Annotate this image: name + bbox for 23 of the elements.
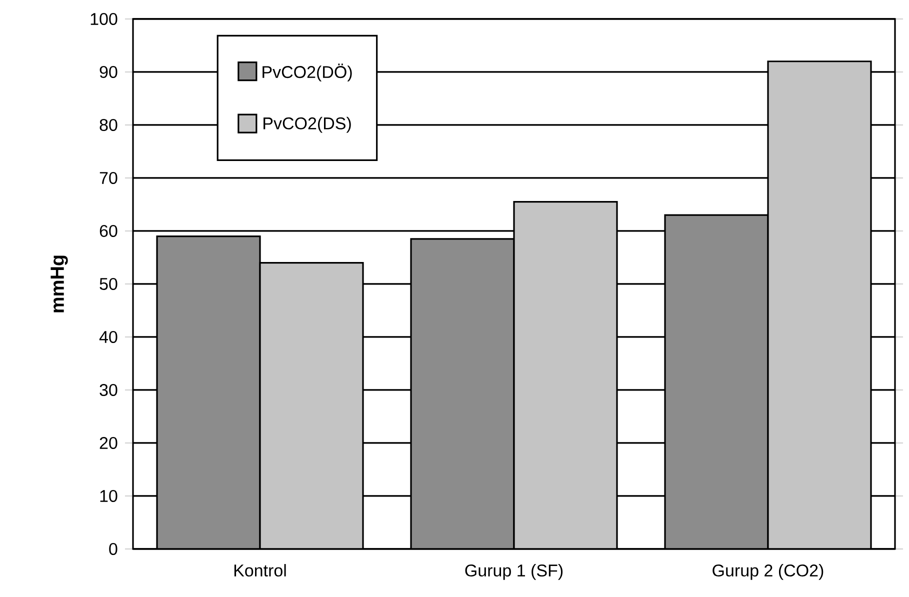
- y-tick-label: 0: [109, 542, 118, 555]
- y-tick-label: 60: [100, 224, 118, 237]
- bar: [410, 238, 515, 549]
- x-tick-label: Gurup 2 (CO2): [712, 564, 824, 580]
- y-tick-label: 50: [100, 278, 118, 290]
- y-tick-label: 30: [100, 384, 118, 396]
- x-tick-label: Gurup 1 (SF): [465, 564, 563, 580]
- y-axis-title: mmHg: [50, 256, 68, 312]
- x-tick-label: Kontrol: [234, 564, 286, 577]
- legend-label: PvCO2(DS): [264, 116, 351, 133]
- bar: [259, 262, 364, 549]
- bar: [513, 201, 618, 549]
- y-tick-label: 100: [90, 12, 118, 25]
- y-tick-label: 40: [99, 330, 118, 343]
- bar: [767, 60, 872, 549]
- bar: [156, 235, 261, 549]
- legend-label: PvCO2(DÖ): [262, 64, 352, 82]
- y-tick-label: 90: [100, 66, 118, 78]
- y-tick-label: 80: [100, 118, 118, 131]
- y-tick-label: 10: [100, 490, 118, 502]
- y-tick-label: 20: [100, 436, 118, 449]
- y-tick-label: 70: [100, 172, 118, 184]
- bar: [664, 214, 769, 549]
